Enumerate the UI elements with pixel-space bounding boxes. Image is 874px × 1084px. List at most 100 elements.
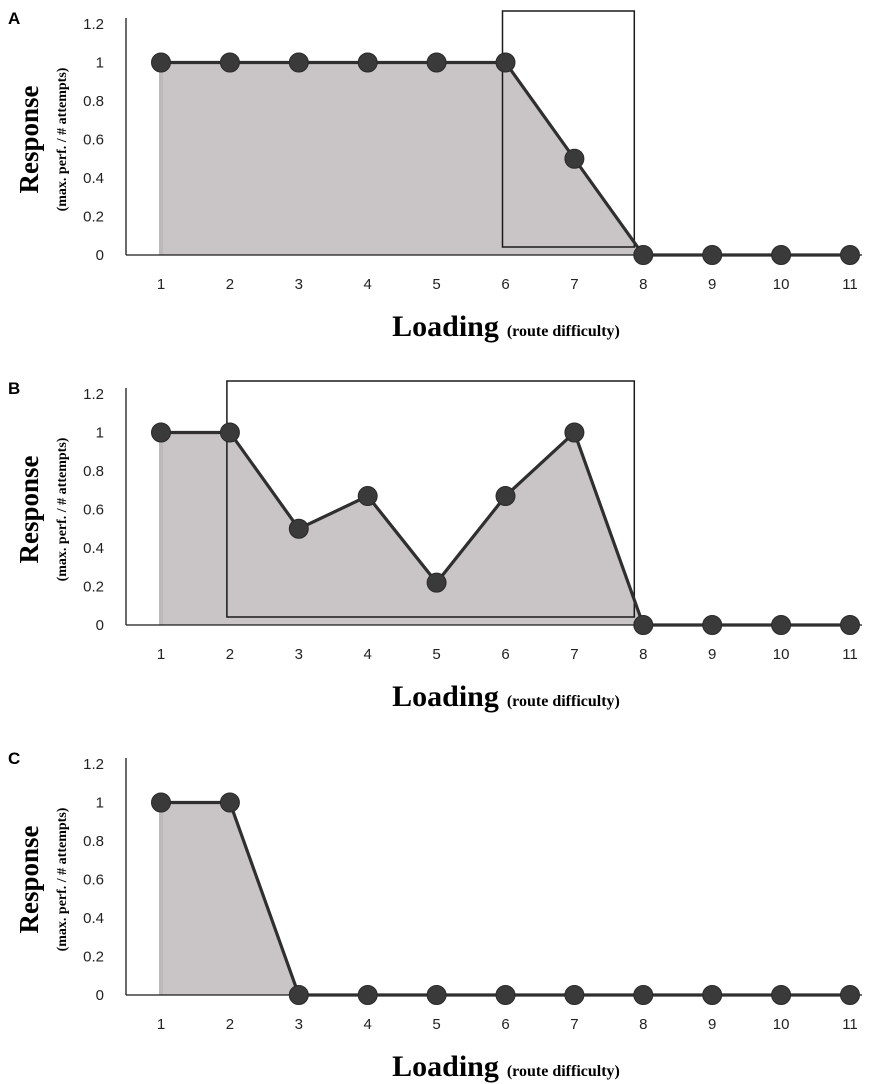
y-tick-label: 1 <box>96 55 104 72</box>
x-tick-label: 8 <box>639 1016 647 1033</box>
x-tick-label: 3 <box>295 1016 303 1033</box>
data-point <box>633 245 654 265</box>
y-tick-label: 0.8 <box>83 463 104 480</box>
y-axis-label: Response <box>14 455 44 563</box>
data-point <box>702 985 723 1005</box>
data-point <box>771 985 792 1005</box>
data-point <box>702 615 723 635</box>
x-tick-label: 1 <box>157 276 165 293</box>
highlight-box <box>226 380 636 618</box>
x-tick-label: 4 <box>364 646 372 663</box>
area-fill <box>161 432 850 625</box>
chart-panel-b: B 0 0.2 0.4 0.6 0.8 1 1.2 1 2 3 4 5 6 7 8 9 10 11 Response (… <box>0 370 874 740</box>
data-point <box>219 52 240 73</box>
chart-panel-a: A 0 0.2 0.4 0.6 0.8 1 1.2 1 2 3 4 5 6 7 8 9 10 11 Response (… <box>0 0 874 370</box>
data-point <box>288 518 309 539</box>
data-point <box>151 792 171 813</box>
x-tick-label: 3 <box>295 276 303 293</box>
panel-letter: B <box>8 379 20 398</box>
y-tick-label: 1.2 <box>83 756 104 773</box>
y-axis-label: Response <box>14 825 44 933</box>
x-tick-label: 10 <box>773 276 790 293</box>
y-tick-label: 0.6 <box>83 132 104 149</box>
highlight-box <box>501 10 636 248</box>
x-tick-label: 5 <box>432 646 440 663</box>
y-tick-label: 0.4 <box>83 170 104 187</box>
data-point <box>840 245 860 265</box>
data-point <box>495 985 516 1005</box>
x-axis-label: Loading (route difficulty) <box>392 310 620 343</box>
x-tick-label: 11 <box>842 276 858 293</box>
x-tick-label: 4 <box>364 276 372 293</box>
data-point <box>151 52 171 73</box>
data-point <box>288 52 309 73</box>
data-point <box>219 792 240 813</box>
chart-svg-c: C 0 0.2 0.4 0.6 0.8 1 1.2 1 2 3 4 5 6 7 8 9 10 11 Response (… <box>8 749 862 1083</box>
data-point <box>426 572 447 593</box>
data-point <box>840 985 860 1005</box>
data-point <box>357 486 378 507</box>
chart-svg-b: B 0 0.2 0.4 0.6 0.8 1 1.2 1 2 3 4 5 6 7 8 9 10 11 Response (… <box>8 379 862 713</box>
data-point <box>219 422 240 443</box>
x-tick-label: 11 <box>842 1016 858 1033</box>
x-tick-label: 8 <box>639 646 647 663</box>
data-point <box>564 148 585 169</box>
x-tick-label: 3 <box>295 646 303 663</box>
y-axis-label-note: (max. perf. / # attempts) <box>55 67 70 211</box>
x-tick-label: 6 <box>501 646 509 663</box>
y-tick-label: 0.8 <box>83 833 104 850</box>
x-tick-label: 11 <box>842 646 858 663</box>
x-tick-label: 9 <box>708 646 716 663</box>
x-tick-label: 10 <box>773 646 790 663</box>
x-axis-label: Loading (route difficulty) <box>392 1050 620 1083</box>
x-tick-label: 6 <box>501 1016 509 1033</box>
x-tick-label: 2 <box>226 646 234 663</box>
x-tick-label: 7 <box>570 1016 578 1033</box>
data-point <box>426 985 447 1005</box>
y-tick-label: 1.2 <box>83 16 104 33</box>
x-tick-label: 2 <box>226 276 234 293</box>
y-tick-label: 0.2 <box>83 949 104 966</box>
data-point <box>495 486 516 507</box>
data-point <box>564 422 585 443</box>
y-tick-label: 0 <box>96 987 104 1004</box>
x-tick-label: 10 <box>773 1016 790 1033</box>
y-tick-label: 1 <box>96 425 104 442</box>
data-point <box>771 245 792 265</box>
x-tick-label: 7 <box>570 276 578 293</box>
x-tick-label: 9 <box>708 1016 716 1033</box>
x-tick-label: 1 <box>157 646 165 663</box>
y-tick-label: 0 <box>96 247 104 264</box>
data-point <box>495 52 516 73</box>
y-axis-label: Response <box>14 85 44 193</box>
data-point <box>357 985 378 1005</box>
x-tick-label: 8 <box>639 276 647 293</box>
y-tick-label: 0.6 <box>83 502 104 519</box>
x-tick-label: 5 <box>432 1016 440 1033</box>
x-tick-label: 9 <box>708 276 716 293</box>
y-tick-label: 0.4 <box>83 540 104 557</box>
x-tick-label: 7 <box>570 646 578 663</box>
data-point <box>633 985 654 1005</box>
y-tick-label: 0 <box>96 617 104 634</box>
x-tick-label: 4 <box>364 1016 372 1033</box>
area-fill <box>161 62 850 255</box>
data-point <box>633 615 654 635</box>
x-tick-label: 1 <box>157 1016 165 1033</box>
data-point <box>288 985 309 1005</box>
y-axis-label-note: (max. perf. / # attempts) <box>55 437 70 581</box>
y-tick-label: 0.8 <box>83 93 104 110</box>
x-axis-label: Loading (route difficulty) <box>392 680 620 713</box>
panel-letter: C <box>8 749 20 768</box>
y-tick-label: 0.6 <box>83 872 104 889</box>
y-tick-label: 0.2 <box>83 579 104 596</box>
chart-panel-c: C 0 0.2 0.4 0.6 0.8 1 1.2 1 2 3 4 5 6 7 8 9 10 11 Response (… <box>0 740 874 1084</box>
data-point <box>771 615 792 635</box>
data-point <box>840 615 860 635</box>
x-tick-label: 5 <box>432 276 440 293</box>
y-tick-label: 0.2 <box>83 209 104 226</box>
data-point <box>702 245 723 265</box>
data-point <box>426 52 447 73</box>
area-fill <box>161 802 850 995</box>
y-tick-label: 0.4 <box>83 910 104 927</box>
